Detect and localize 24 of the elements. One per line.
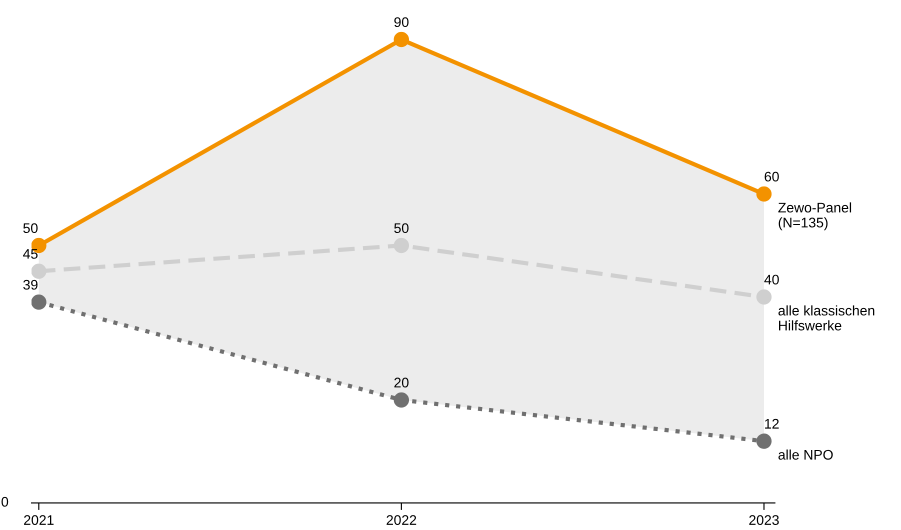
data-label: 20: [394, 378, 409, 388]
x-tick-label: 2021: [24, 515, 54, 525]
data-label: 50: [394, 223, 409, 234]
point: [394, 238, 410, 254]
point: [394, 32, 410, 48]
point: [756, 186, 772, 202]
data-label: 45: [23, 249, 38, 259]
data-label: 12: [765, 418, 779, 429]
text: 0: [2, 496, 8, 507]
point: [756, 434, 772, 449]
data-label: 40: [764, 274, 779, 285]
series-label: alle NPO: [778, 450, 833, 460]
series-label: alle klassischen Hilfswerke: [778, 305, 874, 330]
data-label: 50: [23, 223, 38, 234]
point: [32, 294, 46, 310]
point: [756, 289, 772, 305]
series-label: Zewo-Panel (N=135): [778, 202, 852, 230]
point: [32, 264, 46, 279]
data-label: 90: [394, 17, 409, 28]
x-tick-label: 2022: [386, 515, 416, 525]
x-tick-label: 2023: [749, 515, 779, 525]
data-label: 60: [764, 172, 779, 182]
data-label: 39: [23, 280, 38, 290]
point: [394, 392, 410, 408]
